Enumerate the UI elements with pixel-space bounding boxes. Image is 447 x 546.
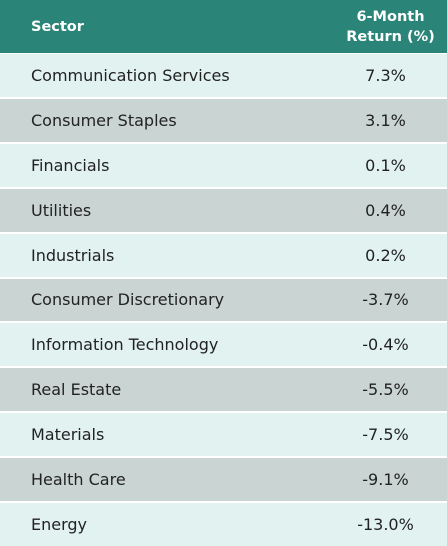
sector-cell: Consumer Discretionary: [31, 290, 225, 310]
table-row: Health Care -9.1%: [0, 458, 447, 504]
table-row: Information Technology -0.4%: [0, 323, 447, 369]
return-cell: 7.3%: [365, 65, 406, 85]
return-cell: -0.4%: [362, 335, 409, 355]
return-cell: -7.5%: [362, 425, 409, 445]
header-return: 6-Month Return (%): [340, 7, 447, 47]
sector-cell: Energy: [31, 515, 88, 535]
sector-cell: Utilities: [31, 200, 92, 220]
sector-cell: Consumer Staples: [31, 110, 177, 130]
table-row: Consumer Discretionary -3.7%: [0, 278, 447, 324]
sector-cell: Industrials: [31, 245, 115, 265]
header-return-line1: 6-Month: [356, 8, 425, 25]
return-cell: -5.5%: [362, 380, 409, 400]
table-body: Communication Services 7.3% Consumer Stapl…: [0, 54, 447, 546]
sector-cell: Information Technology: [31, 335, 219, 355]
table-row: Energy -13.0%: [0, 503, 447, 546]
table-row: Materials -7.5%: [0, 413, 447, 459]
table-row: Real Estate -5.5%: [0, 368, 447, 414]
sector-cell: Real Estate: [31, 380, 122, 400]
table-row: Financials 0.1%: [0, 143, 447, 189]
table-row: Communication Services 7.3%: [0, 54, 447, 99]
return-cell: -13.0%: [357, 515, 414, 535]
sector-cell: Financials: [31, 155, 110, 175]
table-row: Utilities 0.4%: [0, 188, 447, 234]
return-cell: 3.1%: [365, 110, 406, 130]
table-row: Industrials 0.2%: [0, 233, 447, 279]
return-cell: 0.4%: [365, 200, 406, 220]
return-cell: 0.1%: [365, 155, 406, 175]
sector-cell: Communication Services: [31, 65, 230, 85]
return-cell: 0.2%: [365, 245, 406, 265]
table-row: Consumer Staples 3.1%: [0, 98, 447, 144]
sector-cell: Health Care: [31, 470, 126, 490]
table-header: Sector 6-Month Return (%): [0, 0, 447, 54]
sector-cell: Materials: [31, 425, 105, 445]
return-cell: -3.7%: [362, 290, 409, 310]
return-cell: -9.1%: [362, 470, 409, 490]
header-return-line2: Return (%): [346, 28, 435, 45]
header-sector: Sector: [31, 18, 84, 35]
